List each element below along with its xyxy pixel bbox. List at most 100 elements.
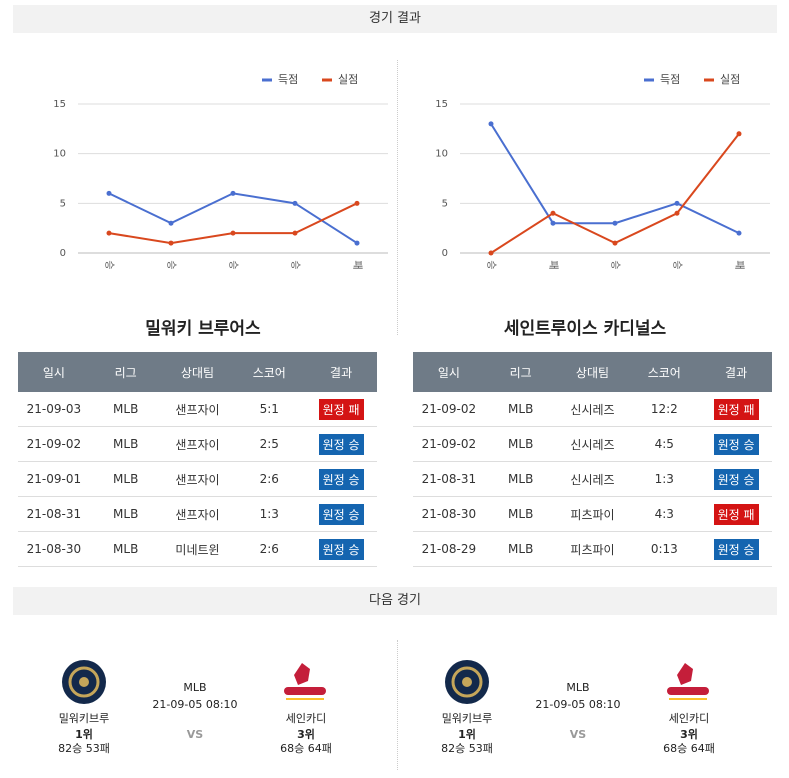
cell: MLB: [89, 426, 162, 462]
data-point: [354, 200, 360, 206]
column-header: 리그: [484, 352, 557, 392]
legend-label: 실점: [338, 73, 358, 86]
column-header: 스코어: [628, 352, 701, 392]
column-header: 결과: [305, 352, 377, 392]
line-chart: 0 5 10 15 승 승 승 승 패 득점 실점: [53, 73, 388, 270]
team-rank: 3위: [297, 728, 315, 741]
series-line: [490, 133, 740, 254]
logo-shape: [79, 677, 89, 687]
table-row: 21-08-29 MLB 피츠파이 0:13 원정 승: [413, 531, 772, 567]
result-badge: 원정 승: [713, 433, 759, 455]
cell: MLB: [484, 392, 557, 427]
data-point: [230, 190, 236, 196]
cell: 21-08-30: [18, 531, 90, 567]
cell: 원정 패: [305, 392, 377, 427]
data-point: [736, 131, 742, 137]
cell: 샌프자이: [161, 461, 234, 497]
cell: 피츠파이: [556, 496, 629, 532]
team-record: 68승 64패: [663, 742, 715, 755]
x-tick-label: 패: [547, 260, 559, 269]
league: MLB: [566, 681, 590, 694]
logo-shape: [462, 677, 472, 687]
cell: 1:3: [233, 496, 306, 532]
result-badge: 원정 승: [713, 538, 759, 560]
team-name: 세인트루이스 카디널스: [503, 319, 667, 339]
section-header: 경기 결과: [13, 5, 777, 33]
cell: MLB: [89, 461, 162, 497]
table-row: 21-09-02 MLB 신시레즈 12:2 원정 패: [413, 392, 772, 427]
cell: 21-08-31: [413, 461, 485, 497]
team-logo: [284, 663, 326, 700]
data-point: [292, 200, 298, 206]
cell: 21-09-01: [18, 461, 90, 497]
cell: MLB: [484, 531, 557, 567]
y-tick-label: 10: [53, 149, 66, 160]
cell: 원정 승: [700, 426, 772, 462]
logo-shape: [677, 663, 693, 685]
team-short-name: 밀워키브루: [441, 712, 493, 725]
data-point: [550, 210, 556, 216]
team-rank: 3위: [680, 728, 698, 741]
legend-label: 득점: [278, 73, 298, 86]
series-line: [108, 202, 358, 245]
result-badge: 원정 패: [713, 503, 759, 525]
series-line: [490, 123, 740, 235]
next-game-card: 밀워키브루 1위 82승 53패 세인카디 3위 68승 64패 MLB 21-09-05 0…: [383, 640, 773, 778]
team-logo: [62, 660, 106, 704]
y-tick-label: 5: [442, 198, 448, 209]
league: MLB: [183, 681, 207, 694]
data-point: [354, 240, 360, 246]
header-row: 일시 리그 상대팀 스코어 결과: [413, 352, 772, 392]
cell: 12:2: [628, 392, 701, 427]
header-row: 일시 리그 상대팀 스코어 결과: [18, 352, 377, 392]
x-tick-label: 승: [165, 260, 177, 269]
cell: 원정 승: [305, 531, 377, 567]
table-row: 21-09-01 MLB 샌프자이 2:6 원정 승: [18, 461, 377, 497]
cell: 원정 승: [700, 531, 772, 567]
y-tick-label: 0: [60, 248, 66, 259]
x-tick-label: 승: [485, 260, 497, 269]
vs-label: VS: [186, 728, 204, 741]
x-tick-label: 패: [733, 260, 745, 269]
cell: 원정 승: [700, 461, 772, 497]
cell: 신시레즈: [556, 426, 629, 462]
data-point: [106, 230, 112, 236]
data-point: [612, 240, 618, 246]
data-point: [550, 220, 556, 226]
cell: 샌프자이: [161, 392, 234, 427]
column-header: 스코어: [233, 352, 306, 392]
result-badge: 원정 승: [318, 538, 364, 560]
cell: 1:3: [628, 461, 701, 497]
x-tick-label: 승: [103, 260, 115, 269]
column-header: 일시: [18, 352, 90, 392]
result-badge: 원정 패: [318, 398, 364, 420]
next-game-card: 밀워키브루 1위 82승 53패 세인카디 3위 68승 64패 MLB 21-09-05 0…: [0, 640, 390, 778]
cell: 원정 패: [700, 392, 772, 427]
cell: 21-09-02: [413, 392, 485, 427]
data-point: [488, 250, 494, 256]
cell: 원정 패: [700, 496, 772, 532]
team-short-name: 세인카디: [285, 712, 327, 725]
x-tick-label: 승: [671, 260, 683, 269]
data-point: [230, 230, 236, 236]
result-badge: 원정 패: [713, 398, 759, 420]
cell: MLB: [89, 392, 162, 427]
cell: 21-09-03: [18, 392, 90, 427]
cell: 2:6: [233, 461, 306, 497]
data-point: [736, 230, 742, 236]
logo-shape: [294, 663, 310, 685]
cell: 2:5: [233, 426, 306, 462]
cell: 21-08-30: [413, 496, 485, 532]
team-logo: [667, 663, 709, 700]
cell: 샌프자이: [161, 426, 234, 462]
cell: 4:5: [628, 426, 701, 462]
logo-shape: [68, 666, 100, 698]
datetime: 21-09-05 08:10: [152, 698, 238, 711]
legend-label: 득점: [660, 73, 680, 86]
cell: 신시레즈: [556, 461, 629, 497]
result-badge: 원정 승: [713, 468, 759, 490]
column-header: 리그: [89, 352, 162, 392]
column-header: 상대팀: [161, 352, 234, 392]
data-point: [106, 190, 112, 196]
cell: 21-09-02: [18, 426, 90, 462]
